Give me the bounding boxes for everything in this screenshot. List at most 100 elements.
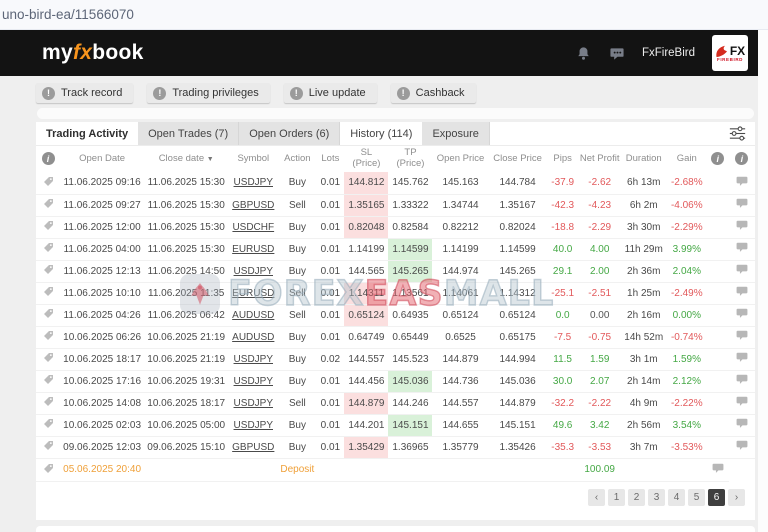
symbol-link[interactable]: USDJPY (234, 177, 273, 188)
net-profit-cell: 2.07 (579, 370, 621, 392)
symbol-link[interactable]: USDJPY (234, 266, 273, 277)
comment-cell[interactable] (729, 414, 755, 436)
symbol-link[interactable]: USDJPY (234, 354, 273, 365)
comment-cell[interactable] (729, 238, 755, 260)
comment-cell[interactable] (729, 436, 755, 458)
tab-open-trades[interactable]: Open Trades (7) (138, 122, 239, 145)
symbol-link[interactable]: EURUSD (232, 288, 274, 299)
header-right: FxFireBird FX FIREBIRD (576, 35, 748, 71)
page-button-3[interactable]: 3 (648, 489, 665, 506)
info-icon[interactable]: i (735, 152, 748, 165)
button-track-record[interactable]: !Track record (36, 83, 133, 103)
symbol-cell: USDJPY (228, 414, 278, 436)
vertical-scrollbar[interactable] (758, 30, 768, 532)
page-button-4[interactable]: 4 (668, 489, 685, 506)
tag-cell[interactable] (36, 370, 60, 392)
chat-icon[interactable] (609, 45, 625, 61)
tag-cell[interactable] (36, 414, 60, 436)
symbol-cell: AUDUSD (228, 304, 278, 326)
comment-icon (736, 242, 748, 253)
tag-cell[interactable] (36, 172, 60, 194)
table-row: 11.06.2025 09:2711.06.2025 15:30GBPUSDSe… (36, 194, 755, 216)
tab-trading-activity[interactable]: Trading Activity (36, 122, 138, 145)
button-cashback[interactable]: !Cashback (391, 83, 476, 103)
comment-cell[interactable] (729, 392, 755, 414)
duration-cell: 2h 16m (621, 304, 667, 326)
page-button-1[interactable]: 1 (608, 489, 625, 506)
tab-history[interactable]: History (114) (340, 122, 422, 145)
gain-cell: -2.29% (667, 216, 707, 238)
close-date-cell: 11.06.2025 15:30 (144, 172, 228, 194)
page-button-6[interactable]: 6 (708, 489, 725, 506)
page-button-2[interactable]: 2 (628, 489, 645, 506)
page-next-button[interactable]: › (728, 489, 745, 506)
symbol-link[interactable]: USDJPY (234, 376, 273, 387)
myfxbook-logo[interactable]: myfxbook (42, 41, 144, 65)
symbol-cell: GBPUSD (228, 194, 278, 216)
comment-cell[interactable] (729, 304, 755, 326)
comment-cell[interactable] (729, 348, 755, 370)
column-header-action: Action (278, 146, 316, 172)
button-trading-privileges[interactable]: !Trading privileges (147, 83, 269, 103)
horizontal-scroll-track[interactable] (37, 108, 754, 119)
comment-cell[interactable] (729, 194, 755, 216)
action-cell: Buy (278, 238, 316, 260)
exclamation-icon: ! (290, 87, 303, 100)
bell-icon[interactable] (576, 45, 592, 61)
tag-cell[interactable] (36, 216, 60, 238)
empty-cell (432, 458, 488, 481)
account-name[interactable]: FxFireBird (642, 47, 695, 59)
sl-price-cell: 0.82048 (344, 216, 388, 238)
tag-cell[interactable] (36, 304, 60, 326)
tab-exposure[interactable]: Exposure (422, 122, 489, 145)
tag-cell[interactable] (36, 282, 60, 304)
close-price-cell: 144.994 (489, 348, 547, 370)
tag-cell[interactable] (36, 194, 60, 216)
page-button-5[interactable]: 5 (688, 489, 705, 506)
symbol-link[interactable]: GBPUSD (232, 200, 274, 211)
comment-cell[interactable] (729, 326, 755, 348)
tag-cell[interactable] (36, 348, 60, 370)
open-date-cell: 09.06.2025 12:03 (60, 436, 144, 458)
symbol-link[interactable]: EURUSD (232, 244, 274, 255)
lots-cell: 0.01 (316, 304, 344, 326)
table-row: 11.06.2025 09:1611.06.2025 15:30USDJPYBu… (36, 172, 755, 194)
close-price-cell: 145.265 (489, 260, 547, 282)
comment-cell[interactable] (729, 370, 755, 392)
tag-icon (43, 374, 54, 385)
symbol-link[interactable]: AUDUSD (232, 332, 274, 343)
tag-cell[interactable] (36, 326, 60, 348)
page-prev-button[interactable]: ‹ (588, 489, 605, 506)
tag-cell[interactable] (36, 436, 60, 458)
symbol-link[interactable]: USDCHF (232, 222, 274, 233)
comment-cell[interactable] (729, 260, 755, 282)
tag-cell[interactable] (36, 458, 60, 481)
sl-price-cell: 144.456 (344, 370, 388, 392)
tag-cell[interactable] (36, 260, 60, 282)
tag-cell[interactable] (36, 392, 60, 414)
badge-firebird-text: FIREBIRD (717, 57, 743, 62)
button-label: Live update (309, 87, 366, 99)
filter-sliders-icon[interactable] (729, 126, 746, 146)
tag-cell[interactable] (36, 238, 60, 260)
symbol-link[interactable]: AUDUSD (232, 310, 274, 321)
comment-icon (736, 308, 748, 319)
close-price-cell: 0.65124 (489, 304, 547, 326)
open-price-cell: 144.557 (432, 392, 488, 414)
symbol-link[interactable]: USDJPY (234, 420, 273, 431)
comment-cell[interactable] (729, 216, 755, 238)
fxfirebird-logo[interactable]: FX FIREBIRD (712, 35, 748, 71)
spacer-cell (707, 326, 729, 348)
comment-cell[interactable] (707, 458, 729, 481)
symbol-link[interactable]: GBPUSD (232, 442, 274, 453)
column-header-close-date[interactable]: Close date ▼ (144, 146, 228, 172)
comment-cell[interactable] (729, 282, 755, 304)
open-date-cell: 11.06.2025 12:13 (60, 260, 144, 282)
info-icon[interactable]: i (42, 152, 55, 165)
button-live-update[interactable]: ! Live update (284, 83, 377, 103)
open-price-cell: 144.655 (432, 414, 488, 436)
comment-cell[interactable] (729, 172, 755, 194)
info-icon[interactable]: i (711, 152, 724, 165)
tab-open-orders[interactable]: Open Orders (6) (239, 122, 340, 145)
symbol-link[interactable]: USDJPY (234, 398, 273, 409)
